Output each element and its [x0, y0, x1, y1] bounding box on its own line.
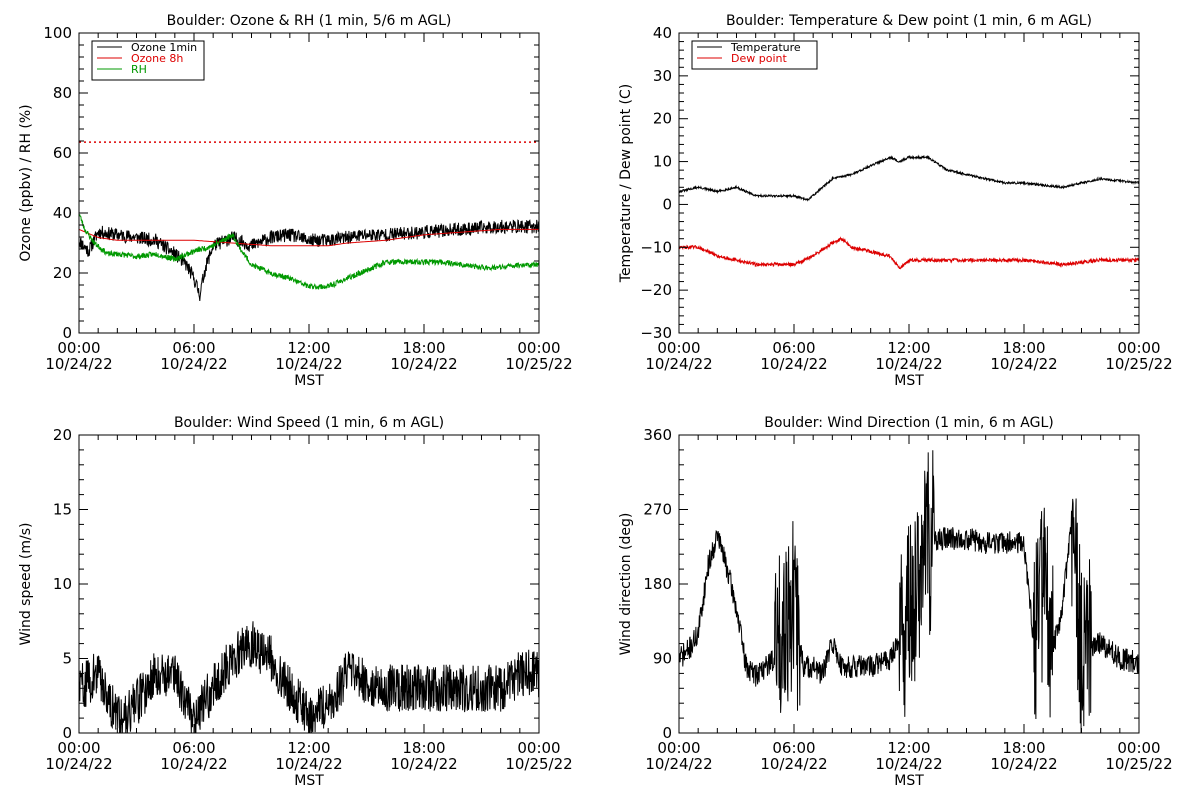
x-tick-time: 18:00 — [1002, 739, 1045, 757]
legend-label: Ozone 8h — [131, 52, 183, 65]
x-tick-time: 00:00 — [57, 739, 100, 757]
x-axis-label: MST — [894, 773, 924, 789]
y-tick-label: 0 — [62, 324, 72, 342]
y-tick-label: 90 — [653, 650, 672, 668]
series-line-ozone-1min — [78, 219, 540, 301]
chart-panel-3: Boulder: Wind Speed (1 min, 6 m AGL) 0 5 10… — [18, 415, 573, 789]
x-tick-date: 10/24/22 — [760, 355, 827, 373]
x-tick-date: 10/24/22 — [875, 755, 942, 773]
x-tick-time: 12:00 — [287, 739, 330, 757]
y-tick-label: 0 — [662, 724, 672, 742]
x-tick-date: 10/24/22 — [275, 755, 342, 773]
x-tick-date: 10/24/22 — [160, 355, 227, 373]
legend-box — [691, 40, 818, 70]
x-axis-label: MST — [294, 773, 324, 789]
x-tick-date: 10/24/22 — [645, 355, 712, 373]
series-line-rh — [78, 214, 540, 290]
chart-title: Boulder: Temperature & Dew point (1 min,… — [726, 13, 1092, 29]
x-tick-date: 10/25/22 — [505, 755, 572, 773]
x-tick-time: 00:00 — [657, 339, 700, 357]
plot-frame — [678, 32, 1140, 334]
y-tick-label: 20 — [653, 110, 672, 128]
y-axis-label: Temperature / Dew point (C) — [618, 84, 634, 283]
y-axis-label: Wind speed (m/s) — [18, 523, 34, 646]
x-tick-time: 00:00 — [657, 739, 700, 757]
chart-title: Boulder: Wind Speed (1 min, 6 m AGL) — [174, 415, 444, 431]
y-tick-label: 40 — [53, 204, 72, 222]
series-line-1 — [78, 621, 540, 734]
x-axis-label: MST — [294, 373, 324, 389]
x-tick-time: 18:00 — [402, 739, 445, 757]
chart-panel-1: Boulder: Ozone & RH (1 min, 5/6 m AGL) 0 2… — [18, 13, 573, 389]
y-tick-label: 0 — [62, 724, 72, 742]
series-line-dew-point — [678, 236, 1140, 270]
y-tick-label: 5 — [62, 650, 72, 668]
series-line-1 — [678, 450, 1140, 734]
y-tick-label: 10 — [53, 575, 72, 593]
x-tick-date: 10/24/22 — [875, 355, 942, 373]
legend-label: Dew point — [731, 52, 787, 65]
x-tick-date: 10/24/22 — [45, 355, 112, 373]
x-tick-time: 06:00 — [772, 339, 815, 357]
x-tick-time: 00:00 — [1117, 739, 1160, 757]
x-tick-date: 10/24/22 — [990, 755, 1057, 773]
chart-title: Boulder: Ozone & RH (1 min, 5/6 m AGL) — [167, 13, 452, 29]
x-tick-date: 10/25/22 — [1105, 755, 1172, 773]
x-axis-label: MST — [894, 373, 924, 389]
y-axis-label: Wind direction (deg) — [618, 513, 634, 656]
x-tick-date: 10/25/22 — [1105, 355, 1172, 373]
x-tick-time: 00:00 — [517, 739, 560, 757]
y-tick-label: 0 — [662, 195, 672, 213]
y-tick-label: 60 — [53, 144, 72, 162]
y-tick-label: 100 — [43, 24, 72, 42]
x-tick-date: 10/24/22 — [390, 755, 457, 773]
x-tick-date: 10/24/22 — [645, 755, 712, 773]
series-line-temperature — [678, 154, 1140, 202]
legend-label: RH — [131, 63, 147, 76]
y-tick-label: 270 — [643, 501, 672, 519]
x-tick-date: 10/25/22 — [505, 355, 572, 373]
x-tick-time: 12:00 — [887, 339, 930, 357]
x-tick-time: 06:00 — [172, 739, 215, 757]
x-tick-time: 12:00 — [287, 339, 330, 357]
y-tick-label: −20 — [640, 281, 672, 299]
chart-panel-2: Boulder: Temperature & Dew point (1 min,… — [618, 13, 1173, 389]
chart-panel-4: Boulder: Wind Direction (1 min, 6 m AGL)… — [618, 415, 1173, 789]
legend-label: Ozone 1min — [131, 41, 197, 54]
x-tick-date: 10/24/22 — [160, 755, 227, 773]
x-tick-date: 10/24/22 — [390, 355, 457, 373]
x-tick-date: 10/24/22 — [275, 355, 342, 373]
x-tick-date: 10/24/22 — [45, 755, 112, 773]
x-tick-time: 06:00 — [172, 339, 215, 357]
y-tick-label: 80 — [53, 84, 72, 102]
x-tick-date: 10/24/22 — [760, 755, 827, 773]
x-tick-date: 10/24/22 — [990, 355, 1057, 373]
y-tick-label: −10 — [640, 238, 672, 256]
y-tick-label: 20 — [53, 264, 72, 282]
series-line-ozone-8h — [78, 228, 539, 247]
x-tick-time: 18:00 — [402, 339, 445, 357]
y-tick-label: 40 — [653, 24, 672, 42]
x-tick-time: 12:00 — [887, 739, 930, 757]
x-tick-time: 00:00 — [517, 339, 560, 357]
x-tick-time: 00:00 — [57, 339, 100, 357]
chart-title: Boulder: Wind Direction (1 min, 6 m AGL) — [764, 415, 1053, 431]
y-tick-label: 15 — [53, 501, 72, 519]
y-tick-label: −30 — [640, 324, 672, 342]
legend-label: Temperature — [730, 41, 801, 54]
x-tick-time: 18:00 — [1002, 339, 1045, 357]
y-tick-label: 30 — [653, 67, 672, 85]
y-tick-label: 20 — [53, 426, 72, 444]
y-tick-label: 10 — [653, 153, 672, 171]
x-tick-time: 00:00 — [1117, 339, 1160, 357]
y-axis-label: Ozone (ppbv) / RH (%) — [18, 104, 34, 261]
y-tick-label: 360 — [643, 426, 672, 444]
y-tick-label: 180 — [643, 575, 672, 593]
x-tick-time: 06:00 — [772, 739, 815, 757]
